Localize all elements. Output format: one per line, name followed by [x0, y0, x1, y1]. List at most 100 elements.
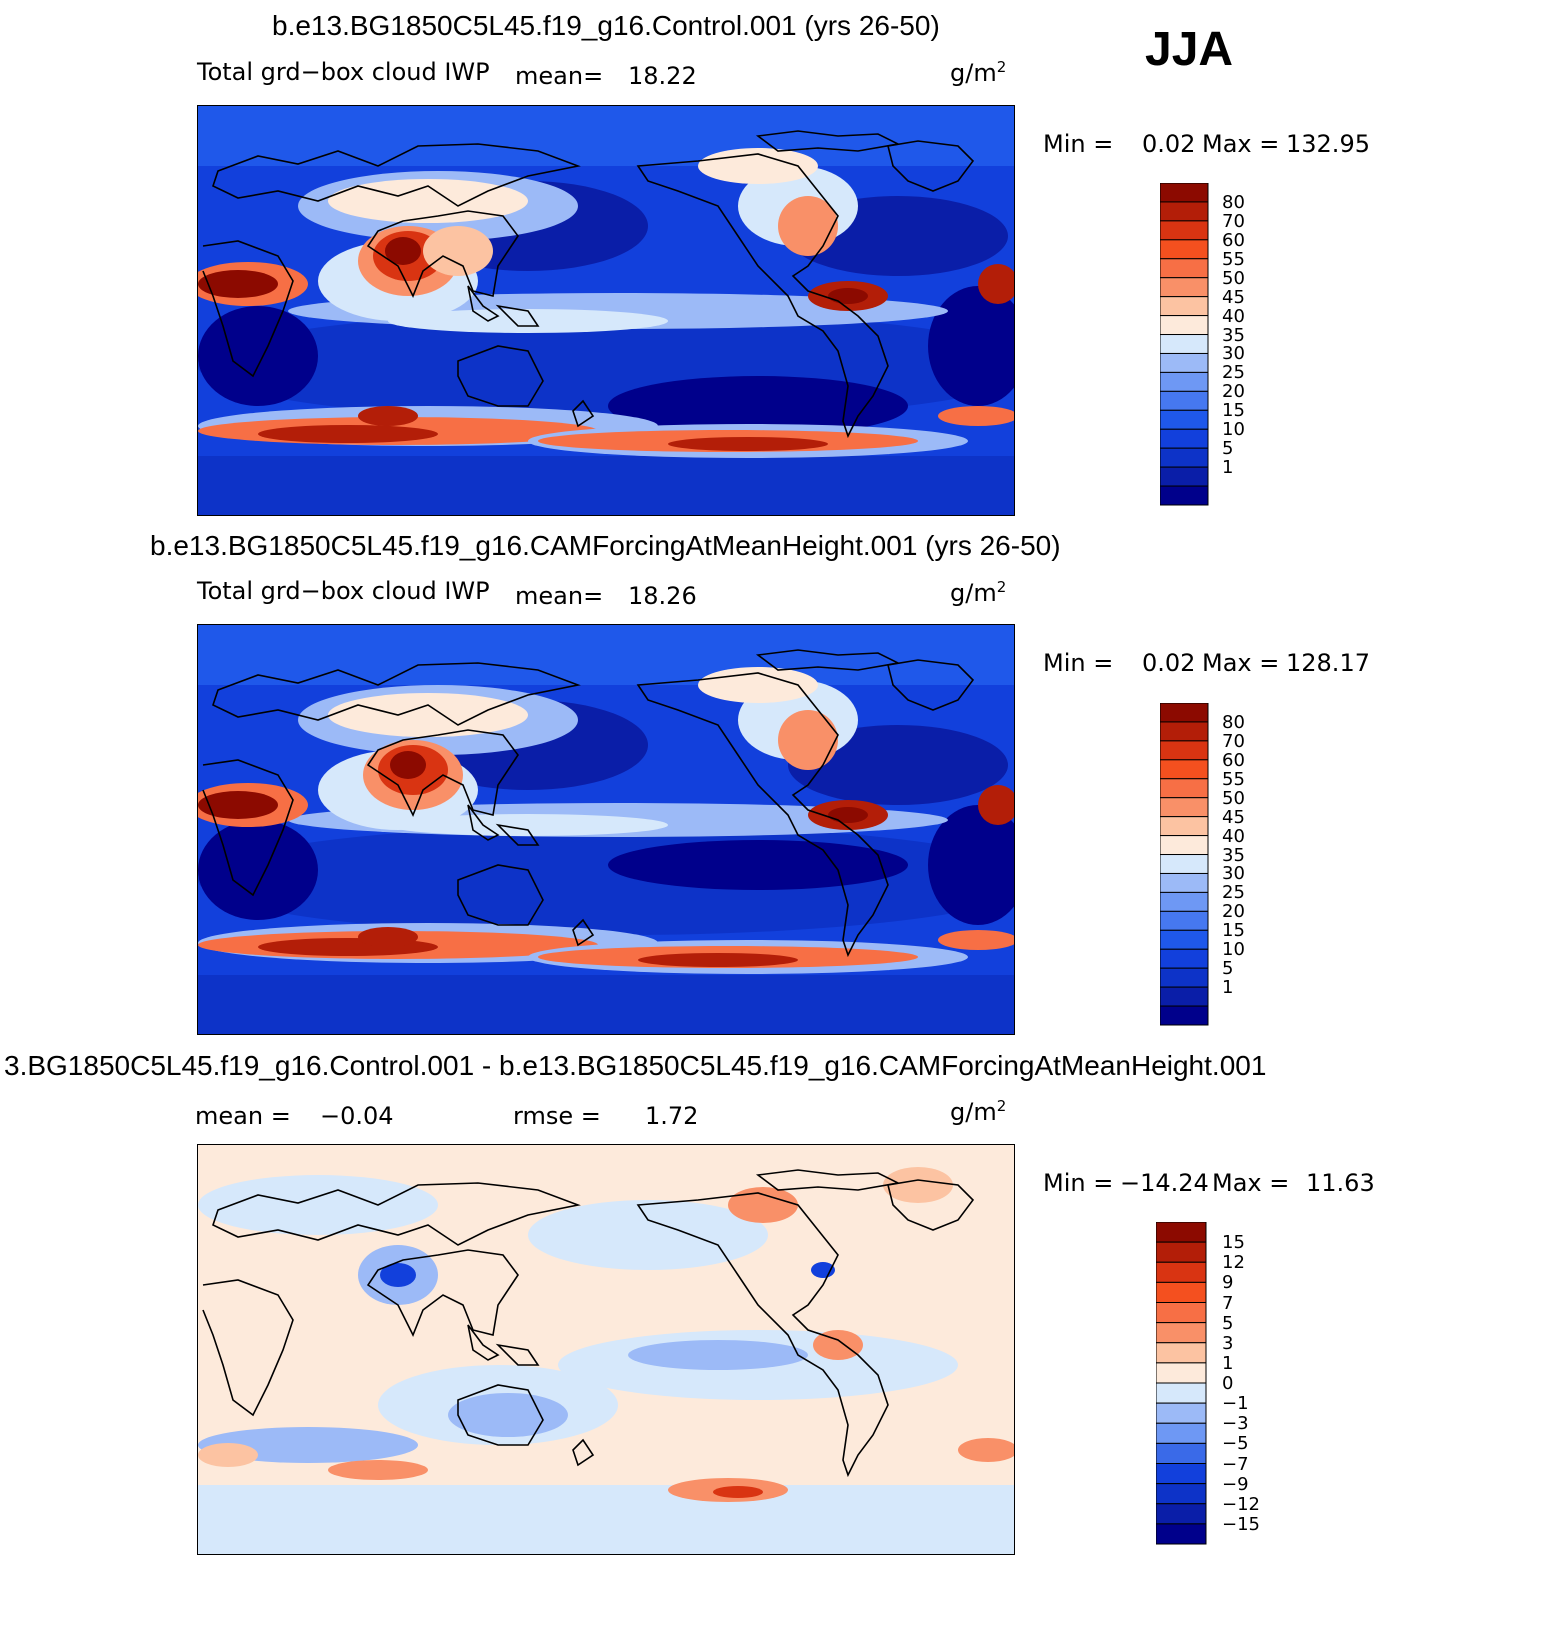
colorbar-segment	[1155, 1503, 1207, 1525]
panel1-min-label: Min =	[1043, 130, 1114, 158]
colorbar-segment	[1159, 891, 1209, 912]
colorbar-segment	[1159, 239, 1209, 260]
colorbar-segment	[1159, 371, 1209, 392]
panel3-map	[197, 1144, 1015, 1555]
colorbar-tick-label: 5	[1222, 958, 1234, 980]
colorbar-tick-label: −3	[1222, 1413, 1249, 1435]
colorbar-segment	[1155, 1362, 1207, 1384]
panel1-variable: Total grd−box cloud IWP	[197, 58, 490, 86]
colorbar-segment	[1155, 1442, 1207, 1465]
colorbar-tick-label: 25	[1222, 882, 1245, 904]
colorbar-tick-label: −1	[1222, 1393, 1249, 1415]
colorbar-segment	[1159, 428, 1209, 449]
panel1-map-field	[198, 106, 1014, 515]
panel3-coastlines	[202, 1169, 975, 1478]
colorbar-tick-label: 25	[1222, 362, 1245, 384]
colorbar-segment	[1159, 967, 1209, 988]
colorbar-segment	[1159, 390, 1209, 411]
colorbar-tick-label: 9	[1222, 1272, 1234, 1294]
colorbar-segment	[1159, 220, 1209, 241]
panel3-colorbar	[1155, 1221, 1208, 1551]
colorbar-segment	[1159, 277, 1209, 298]
panel3-rmse-value: 1.72	[645, 1102, 699, 1130]
colorbar-tick-label: 15	[1222, 1232, 1245, 1254]
colorbar-segment	[1159, 466, 1209, 487]
colorbar-segment	[1159, 334, 1209, 354]
panel2-title: b.e13.BG1850C5L45.f19_g16.CAMForcingAtMe…	[150, 530, 1061, 561]
colorbar-segment	[1155, 1302, 1207, 1324]
colorbar-tick-label: 20	[1222, 381, 1245, 403]
panel1-coastlines	[202, 130, 975, 439]
colorbar-segment	[1159, 778, 1209, 799]
colorbar-tick-label: 10	[1222, 939, 1245, 961]
colorbar-tick-label: 30	[1222, 863, 1245, 885]
colorbar-segment	[1159, 352, 1209, 373]
colorbar-tick-label: 3	[1222, 1332, 1234, 1354]
colorbar-segment	[1159, 948, 1209, 969]
colorbar-tick-label: 80	[1222, 191, 1245, 213]
panel2-units: g/m2	[950, 578, 1007, 607]
panel2-variable: Total grd−box cloud IWP	[197, 577, 490, 605]
colorbar-tick-label: 70	[1222, 210, 1245, 232]
panel1-min-value: 0.02	[1142, 130, 1196, 158]
panel2-coastlines	[202, 649, 975, 958]
colorbar-tick-label: 15	[1222, 920, 1245, 942]
panel1-max-value: 132.95	[1286, 130, 1370, 158]
colorbar-segment	[1159, 910, 1209, 931]
panel2-max-value: 128.17	[1286, 649, 1370, 677]
colorbar-segment	[1159, 872, 1209, 893]
panel3-units: g/m2	[950, 1097, 1007, 1126]
colorbar-tick-label: −12	[1222, 1493, 1260, 1515]
colorbar-segment	[1155, 1221, 1207, 1243]
colorbar-tick-label: 1	[1222, 457, 1234, 479]
colorbar-segment	[1159, 797, 1209, 818]
panel1-colorbar-svg	[1159, 182, 1209, 506]
colorbar-tick-label: 15	[1222, 400, 1245, 422]
colorbar-tick-label: −7	[1222, 1453, 1249, 1475]
colorbar-tick-label: 45	[1222, 806, 1245, 828]
panel3-rmse-label: rmse =	[513, 1102, 601, 1130]
colorbar-segment	[1159, 1005, 1209, 1026]
colorbar-tick-label: 55	[1222, 768, 1245, 790]
colorbar-tick-label: 5	[1222, 438, 1234, 460]
panel3-min-value: −14.24	[1120, 1169, 1209, 1197]
colorbar-segment	[1159, 854, 1209, 874]
colorbar-tick-label: 80	[1222, 711, 1245, 733]
colorbar-segment	[1155, 1463, 1207, 1485]
colorbar-tick-label: 0	[1222, 1373, 1234, 1394]
colorbar-tick-label: −15	[1222, 1513, 1260, 1535]
panel3-max-label: Max =	[1212, 1169, 1290, 1197]
panel3-mean-label: mean =	[195, 1102, 291, 1130]
colorbar-tick-label: 10	[1222, 419, 1245, 441]
colorbar-tick-label: 50	[1222, 267, 1245, 289]
colorbar-segment	[1159, 201, 1209, 222]
colorbar-tick-label: 7	[1222, 1292, 1234, 1314]
panel1-units: g/m2	[950, 58, 1007, 87]
colorbar-segment	[1155, 1483, 1207, 1505]
panel2-colorbar-svg	[1159, 702, 1209, 1026]
panel3-max-value: 11.63	[1306, 1169, 1375, 1197]
colorbar-segment	[1155, 1382, 1207, 1404]
colorbar-segment	[1159, 296, 1209, 317]
panel3-mean-value: −0.04	[320, 1102, 394, 1130]
colorbar-segment	[1159, 740, 1209, 761]
colorbar-tick-label: 60	[1222, 749, 1245, 771]
colorbar-segment	[1155, 1241, 1207, 1263]
panel3-min-label: Min =	[1043, 1169, 1114, 1197]
panel2-mean-value: 18.26	[628, 582, 697, 610]
panel2-min-value: 0.02	[1142, 649, 1196, 677]
panel1-colorbar	[1159, 182, 1210, 512]
panel3-field-shapes	[198, 1167, 1014, 1554]
panel3-colorbar-svg	[1155, 1221, 1207, 1545]
colorbar-segment	[1159, 986, 1209, 1007]
colorbar-segment	[1159, 315, 1209, 336]
colorbar-tick-label: 12	[1222, 1252, 1245, 1274]
colorbar-segment	[1155, 1281, 1207, 1304]
panel3-title: 3.BG1850C5L45.f19_g16.Control.001 - b.e1…	[4, 1050, 1267, 1081]
panel2-max-label: Max =	[1202, 649, 1280, 677]
panel1-mean-label: mean=	[515, 62, 604, 90]
colorbar-segment	[1159, 447, 1209, 468]
season-label: JJA	[1145, 23, 1234, 76]
colorbar-segment	[1159, 721, 1209, 742]
colorbar-tick-label: 70	[1222, 730, 1245, 752]
